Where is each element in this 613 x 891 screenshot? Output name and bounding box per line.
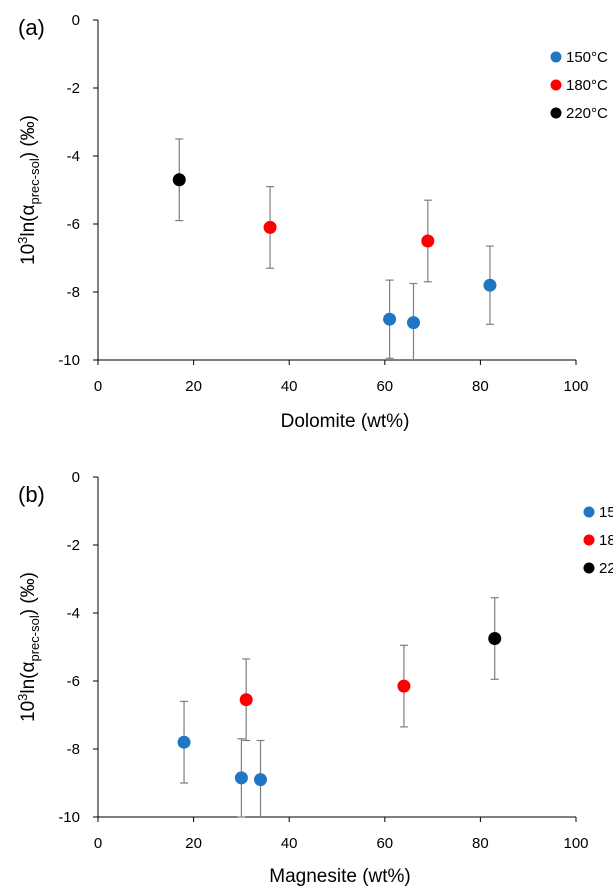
y-axis-title-superscript: 3 (15, 694, 30, 701)
y-axis-title-base: 10 (18, 244, 39, 265)
legend-marker (551, 80, 562, 91)
y-tick-label: -8 (67, 284, 80, 301)
legend-marker (551, 108, 562, 119)
legend-marker (584, 563, 595, 574)
panel-label: (b) (18, 482, 45, 507)
x-tick-label: 40 (281, 835, 298, 852)
y-axis-title-subscript: prec-sol (27, 158, 42, 204)
legend: 150˚C 180˚C 220˚C (584, 504, 613, 577)
y-axis-title-middle: ln(α (18, 205, 39, 237)
y-tick-label: -10 (58, 809, 80, 826)
data-point (178, 736, 191, 749)
x-tick-label: 40 (281, 378, 298, 395)
y-tick-label: -6 (67, 673, 80, 690)
legend-marker (551, 52, 562, 63)
data-point (397, 680, 410, 693)
y-tick-label: -10 (58, 352, 80, 369)
data-point (254, 773, 267, 786)
y-tick-label: -6 (67, 216, 80, 233)
data-point (407, 316, 420, 329)
y-axis-title-tail: ) (‰) (18, 115, 39, 158)
x-tick-label: 0 (94, 835, 102, 852)
panel-label: (a) (18, 15, 45, 40)
x-tick-label: 20 (185, 378, 202, 395)
y-tick-label: -4 (67, 148, 80, 165)
data-point (483, 279, 496, 292)
data-point (488, 632, 501, 645)
x-tick-label: 100 (563, 378, 588, 395)
data-point (240, 693, 253, 706)
legend-label: 220˚C (599, 560, 613, 577)
legend: 150°C 180°C 220°C (551, 49, 609, 122)
data-point (173, 173, 186, 186)
y-axis-title-base: 10 (18, 701, 39, 722)
x-tick-label: 0 (94, 378, 102, 395)
y-axis-title-tail: ) (‰) (18, 572, 39, 615)
x-tick-label: 80 (472, 835, 489, 852)
data-point (383, 313, 396, 326)
y-axis-title-subscript: prec-sol (27, 615, 42, 661)
y-tick-label: 0 (72, 469, 80, 486)
x-tick-label: 100 (563, 835, 588, 852)
y-tick-label: -4 (67, 605, 80, 622)
x-tick-label: 60 (376, 835, 393, 852)
legend-label: 180˚C (599, 532, 613, 549)
y-axis-title-superscript: 3 (15, 237, 30, 244)
y-axis-title-middle: ln(α (18, 662, 39, 694)
x-tick-label: 20 (185, 835, 202, 852)
x-tick-label: 60 (376, 378, 393, 395)
x-axis-title: Dolomite (wt%) (281, 411, 410, 432)
legend-label: 220°C (566, 105, 608, 122)
y-tick-label: -2 (67, 537, 80, 554)
legend-label: 150°C (566, 49, 608, 66)
legend-label: 180°C (566, 77, 608, 94)
legend-label: 150˚C (599, 504, 613, 521)
y-tick-label: 0 (72, 12, 80, 29)
data-point (235, 771, 248, 784)
y-tick-label: -8 (67, 741, 80, 758)
x-tick-label: 80 (472, 378, 489, 395)
y-tick-label: -2 (67, 80, 80, 97)
x-axis-title: Magnesite (wt%) (269, 866, 411, 886)
legend-marker (584, 535, 595, 546)
data-point (264, 221, 277, 234)
legend-marker (584, 507, 595, 518)
data-point (421, 235, 434, 248)
